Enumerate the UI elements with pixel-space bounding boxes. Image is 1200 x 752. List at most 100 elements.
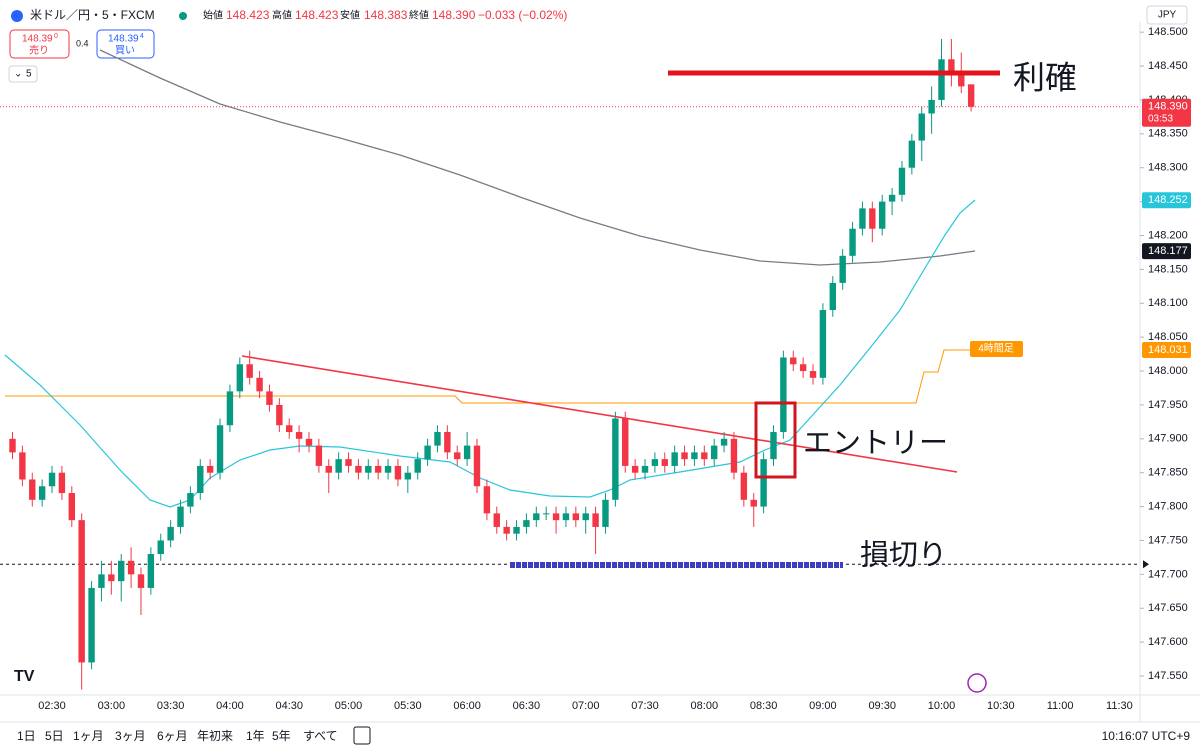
x-tick-label: 11:30 [1106,700,1133,712]
y-tick-label: 147.900 [1148,433,1188,445]
alert-icon[interactable] [967,673,987,693]
candle-body [938,59,945,100]
candle-body [592,513,599,527]
candle-body [602,499,609,527]
price-label: 148.031 [1148,344,1188,356]
spread: 0.4 [76,38,89,48]
candle-body [197,465,204,494]
calendar-icon[interactable] [353,726,371,745]
range-button[interactable]: すべて [303,729,338,743]
range-button[interactable]: 年初来 [197,729,233,743]
y-tick-label: 148.350 [1148,128,1188,140]
trend-line [241,355,958,473]
candle-body [157,540,164,555]
candle-body [384,465,392,473]
currency-button[interactable] [1146,5,1188,25]
candle-body [463,445,471,460]
candle-body [582,513,589,521]
candle-body [799,364,807,372]
y-tick-label: 147.600 [1148,636,1188,648]
candle-body [859,208,866,229]
range-button[interactable]: 5年 [272,729,291,743]
x-tick-label: 07:00 [572,700,600,712]
candle-body [236,364,244,392]
candle-body [849,228,856,256]
y-tick-label: 147.650 [1148,602,1188,614]
x-tick-label: 09:30 [868,700,896,712]
candle-body [918,113,925,141]
candle-body [879,201,886,229]
x-tick-label: 08:30 [750,700,778,712]
candle-body [216,425,224,473]
candle-body [355,465,362,473]
range-button[interactable]: 5日 [45,729,64,743]
logo[interactable]: TV [14,668,35,685]
candle-body [98,574,105,588]
candle-body [572,513,580,521]
x-tick-label: 07:30 [631,700,659,712]
candle-body [315,445,323,466]
y-tick-label: 148.100 [1148,297,1188,309]
entry-note: エントリー [803,428,948,460]
price-label-box [1142,342,1191,359]
candle-body [760,459,767,507]
symbol[interactable]: 米ドル／円・5・FXCM [30,8,155,22]
candle-body [661,459,668,466]
candle-body [691,452,698,460]
ohlc-value: 148.423 [295,8,339,22]
x-tick-label: 09:00 [809,700,837,712]
candle-body [523,520,530,527]
candle-body [730,438,738,473]
buy-price: 148.39 [108,34,139,45]
y-tick-label: 147.800 [1148,500,1188,512]
interval-toggle[interactable] [8,65,38,83]
candle-body [552,513,560,521]
candle-body [651,459,659,466]
candle-body [928,99,935,114]
candle-body [118,560,125,582]
candle-body [404,472,412,480]
x-tick-label: 04:00 [216,700,244,712]
x-tick-label: 06:30 [513,700,541,712]
x-tick-label: 03:30 [157,700,185,712]
candle-body [681,452,688,460]
y-tick-label: 148.300 [1148,162,1188,174]
range-button[interactable]: 1年 [246,729,265,743]
buy-pip: 4 [140,33,144,40]
candle-body [671,452,678,466]
candle-body [908,140,916,168]
candle-body [127,560,135,575]
range-button[interactable]: 3ヶ月 [115,729,146,743]
candle-body [710,445,718,460]
buy-button[interactable] [96,29,155,59]
candle-body [226,391,234,426]
candle-body [444,432,451,453]
candle-body [246,364,253,378]
candle-body [335,459,342,473]
candle-body [542,513,550,515]
candle-body [888,194,896,202]
sell-label: 売り [29,44,49,57]
x-tick-label: 03:00 [98,700,126,712]
candle-body [641,465,649,473]
candle-body [869,208,876,229]
candle-body [345,459,352,466]
y-tick-label: 147.950 [1148,399,1188,411]
sell-button[interactable] [9,29,70,59]
x-tick-label: 04:30 [275,700,303,712]
y-tick-label: 147.550 [1148,670,1188,682]
moving-average-long [99,49,976,266]
range-button[interactable]: 1日 [17,729,36,743]
candle-body [305,438,313,446]
candle-body [790,357,797,365]
chevron: ⌄ [14,69,22,80]
clock: 10:16:07 UTC+9 [1102,729,1191,743]
candle-body [513,526,520,534]
candle-body [473,445,481,487]
candle-body [78,520,85,663]
entry-box [754,401,797,479]
range-button[interactable]: 6ヶ月 [157,729,188,743]
candle-body [58,472,66,494]
y-tick-label: 148.500 [1148,26,1188,38]
range-button[interactable]: 1ヶ月 [73,729,104,743]
